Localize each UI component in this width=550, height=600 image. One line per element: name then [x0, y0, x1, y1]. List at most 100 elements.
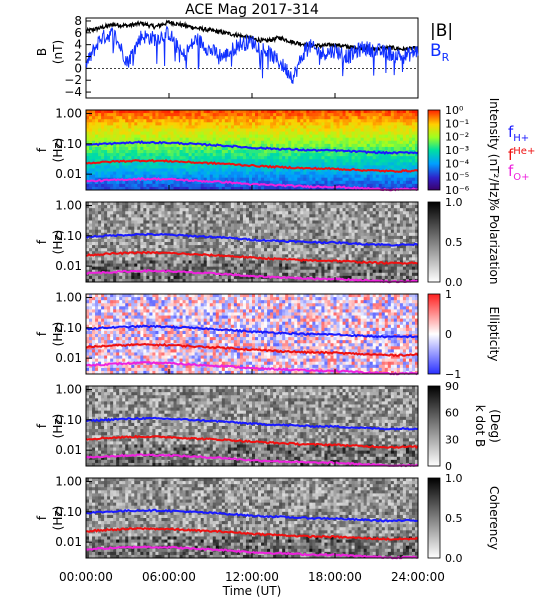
spectrogram-cell [200, 165, 205, 169]
spectrogram-cell [339, 150, 343, 154]
spectrogram-cell [252, 125, 256, 129]
spectrogram-cell [182, 168, 186, 172]
spectrogram-cell [303, 226, 307, 231]
spectrogram-cell [200, 150, 205, 154]
spectrogram-cell [179, 146, 183, 151]
spectrogram-cell [149, 254, 153, 258]
spectrogram-cell [273, 110, 277, 114]
spectrogram-cell [411, 131, 416, 136]
spectrogram-cell [297, 186, 301, 191]
spectrogram-cell [255, 162, 259, 166]
spectrogram-cell [321, 128, 325, 132]
spectrogram-cell [188, 128, 193, 132]
spectrogram-cell [282, 186, 286, 191]
spectrogram-cell [324, 177, 328, 182]
spectrogram-cell [261, 113, 265, 117]
spectrogram-cell [360, 119, 365, 123]
spectrogram-cell [116, 278, 120, 283]
spectrogram-cell [242, 165, 247, 169]
spectrogram-cell [92, 150, 96, 154]
spectrogram-cell [131, 137, 135, 142]
spectrogram-cell [258, 217, 262, 221]
spectrogram-cell [98, 208, 102, 212]
spectrogram-cell [98, 183, 102, 188]
spectrogram-cell [282, 266, 286, 271]
spectrogram-cell [158, 116, 162, 120]
spectrogram-cell [306, 235, 310, 240]
spectrogram-cell [167, 165, 171, 169]
spectrogram-cell [399, 183, 404, 188]
spectrogram-cell [194, 235, 199, 240]
spectrogram-cell [113, 122, 117, 126]
spectrogram-cell [230, 159, 235, 163]
spectrogram-cell [248, 214, 253, 218]
spectrogram-cell [303, 174, 307, 179]
spectrogram-cell [405, 153, 410, 157]
spectrogram-cell [134, 183, 138, 188]
spectrogram-cell [212, 211, 217, 215]
spectrogram-cell [98, 229, 102, 234]
spectrogram-cell [303, 223, 307, 228]
spectrogram-cell [146, 168, 150, 172]
spectrogram-cell [101, 217, 105, 221]
spectrogram-cell [197, 113, 202, 117]
spectrogram-cell [197, 156, 202, 160]
spectrogram-cell [221, 156, 226, 160]
spectrogram-cell [315, 229, 319, 234]
spectrogram-cell [86, 266, 90, 271]
spectrogram-cell [282, 242, 286, 246]
spectrogram-cell [357, 146, 362, 151]
spectrogram-cell [321, 116, 325, 120]
spectrogram-cell [357, 137, 362, 142]
spectrogram-cell [336, 110, 340, 114]
spectrogram-cell [227, 229, 232, 234]
spectrogram-cell [233, 171, 238, 176]
spectrogram-cell [173, 242, 177, 246]
spectrogram-cell [306, 272, 310, 277]
spectrogram-cell [236, 263, 241, 268]
spectrogram-cell [264, 226, 268, 231]
spectrogram-cell [282, 226, 286, 231]
spectrogram-cell [267, 242, 271, 246]
spectrogram-cell [242, 162, 247, 166]
spectrogram-cell [318, 260, 322, 264]
spectrogram-cell [110, 266, 114, 271]
spectrogram-cell [167, 266, 171, 271]
spectrogram-cell [143, 153, 147, 157]
spectrogram-cell [134, 226, 138, 231]
spectrogram-cell [360, 146, 365, 151]
spectrogram-cell [309, 232, 313, 237]
spectrogram-cell [203, 110, 208, 114]
spectrogram-cell [137, 229, 141, 234]
spectrogram-cell [107, 125, 111, 129]
spectrogram-cell [261, 235, 265, 240]
spectrogram-cell [294, 248, 298, 252]
spectrogram-cell [200, 140, 205, 145]
spectrogram-cell [134, 162, 138, 166]
spectrogram-cell [336, 134, 340, 139]
spectrogram-cell [194, 174, 199, 179]
spectrogram-cell [158, 254, 162, 258]
spectrogram-cell [327, 174, 331, 179]
spectrogram-cell [173, 168, 177, 172]
spectrogram-cell [288, 245, 292, 249]
spectrogram-cell [86, 208, 90, 212]
spectrogram-cell [161, 125, 165, 129]
spectrogram-cell [86, 238, 90, 243]
spectrogram-cell [227, 150, 232, 154]
spectrogram-cell [200, 245, 205, 249]
spectrogram-cell [173, 220, 177, 224]
spectrogram-cell [128, 174, 132, 179]
spectrogram-cell [312, 122, 316, 126]
spectrogram-cell [161, 180, 165, 185]
spectrogram-cell [218, 269, 223, 274]
spectrogram-cell [101, 150, 105, 154]
spectrogram-cell [125, 156, 129, 160]
spectrogram-cell [233, 211, 238, 215]
spectrogram-cell [185, 162, 190, 166]
spectrogram-cell [242, 223, 247, 228]
spectrogram-cell [252, 202, 256, 206]
spectrogram-cell [119, 180, 123, 185]
spectrogram-cell [233, 113, 238, 117]
spectrogram-cell [104, 162, 108, 166]
